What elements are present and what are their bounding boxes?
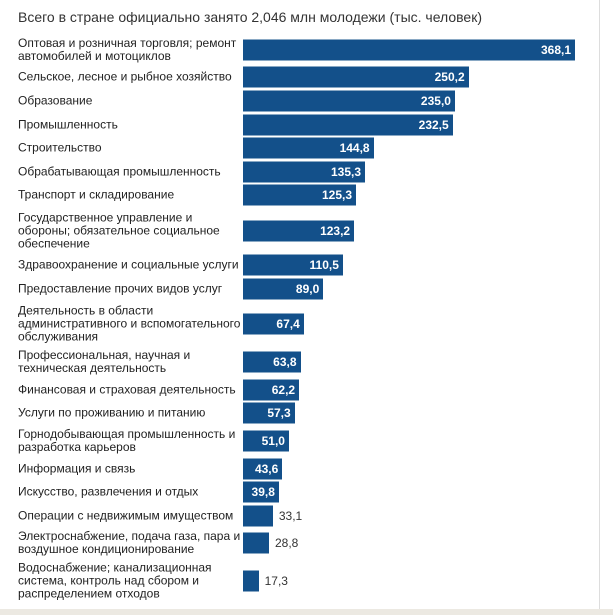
value-label: 51,0	[261, 434, 285, 448]
category-label: Предоставление прочих видов услуг	[18, 281, 223, 296]
chart-title: Всего в стране официально занято 2,046 м…	[18, 9, 483, 25]
bar	[243, 532, 269, 554]
value-label: 28,8	[274, 536, 299, 550]
bar	[243, 458, 283, 480]
edge	[599, 0, 600, 609]
category-label: Электроснабжение, подача газа, пара и во…	[18, 529, 241, 556]
value-label: 57,3	[267, 406, 291, 420]
bar	[243, 254, 343, 276]
value-label: 232,5	[418, 118, 449, 132]
value-label: 123,2	[320, 224, 351, 238]
value-label: 89,0	[295, 282, 320, 296]
value-label: 17,3	[264, 574, 288, 588]
bar	[243, 114, 453, 136]
bar	[243, 430, 289, 452]
bar	[243, 137, 374, 159]
category-label: Здравоохранение и социальные услуги	[18, 257, 239, 272]
bar	[243, 278, 324, 300]
value-label: 125,3	[321, 188, 352, 202]
bar	[243, 90, 455, 112]
category-label: Профессиональная, научная и техническая …	[18, 348, 191, 375]
bar	[243, 161, 366, 183]
value-label: 62,2	[271, 383, 296, 397]
category-label: Обрабатывающая промышленность	[18, 164, 221, 179]
value-label: 144,8	[339, 141, 370, 155]
bar	[243, 220, 355, 242]
category-label: Горнодобывающая промышленность и разрабо…	[18, 427, 236, 454]
value-label: 110,5	[309, 258, 339, 272]
category-label: Строительство	[18, 140, 102, 155]
category-label: Искусство, развлечения и отдых	[18, 484, 199, 499]
category-label: Услуги по проживанию и питанию	[18, 405, 206, 420]
footer-strip	[0, 609, 613, 615]
bar	[243, 570, 259, 592]
category-label: Оптовая и розничная торговля; ремонт авт…	[18, 36, 237, 63]
bar	[243, 184, 356, 206]
bar	[243, 313, 304, 335]
category-label: Информация и связь	[18, 461, 136, 476]
bar	[243, 481, 279, 503]
category-label: Образование	[18, 93, 93, 108]
value-label: 39,8	[251, 485, 275, 499]
category-label: Деятельность в области административного…	[18, 303, 241, 344]
bar	[243, 505, 273, 527]
bar	[243, 66, 469, 88]
value-label: 33,1	[278, 509, 303, 523]
value-label: 135,3	[330, 165, 362, 179]
value-label: 43,6	[254, 462, 279, 476]
value-label: 67,4	[276, 317, 300, 331]
value-label: 368,1	[540, 43, 571, 57]
category-label: Сельское, лесное и рыбное хозяйство	[18, 69, 232, 84]
category-label: Государственное управление и обороны; об…	[18, 210, 220, 251]
category-label: Промышленность	[18, 117, 118, 132]
category-label: Транспорт и складирование	[18, 187, 175, 202]
value-label: 63,8	[273, 355, 297, 369]
value-label: 250,2	[434, 70, 465, 84]
value-label: 235,0	[420, 94, 451, 108]
category-label: Водоснабжение; канализационная система, …	[18, 560, 212, 601]
bar	[243, 402, 295, 424]
category-label: Операции с недвижимым имуществом	[18, 508, 234, 523]
category-label: Финансовая и страховая деятельность	[18, 382, 236, 397]
bar	[243, 351, 301, 373]
bar	[243, 39, 575, 61]
bar	[243, 379, 300, 401]
